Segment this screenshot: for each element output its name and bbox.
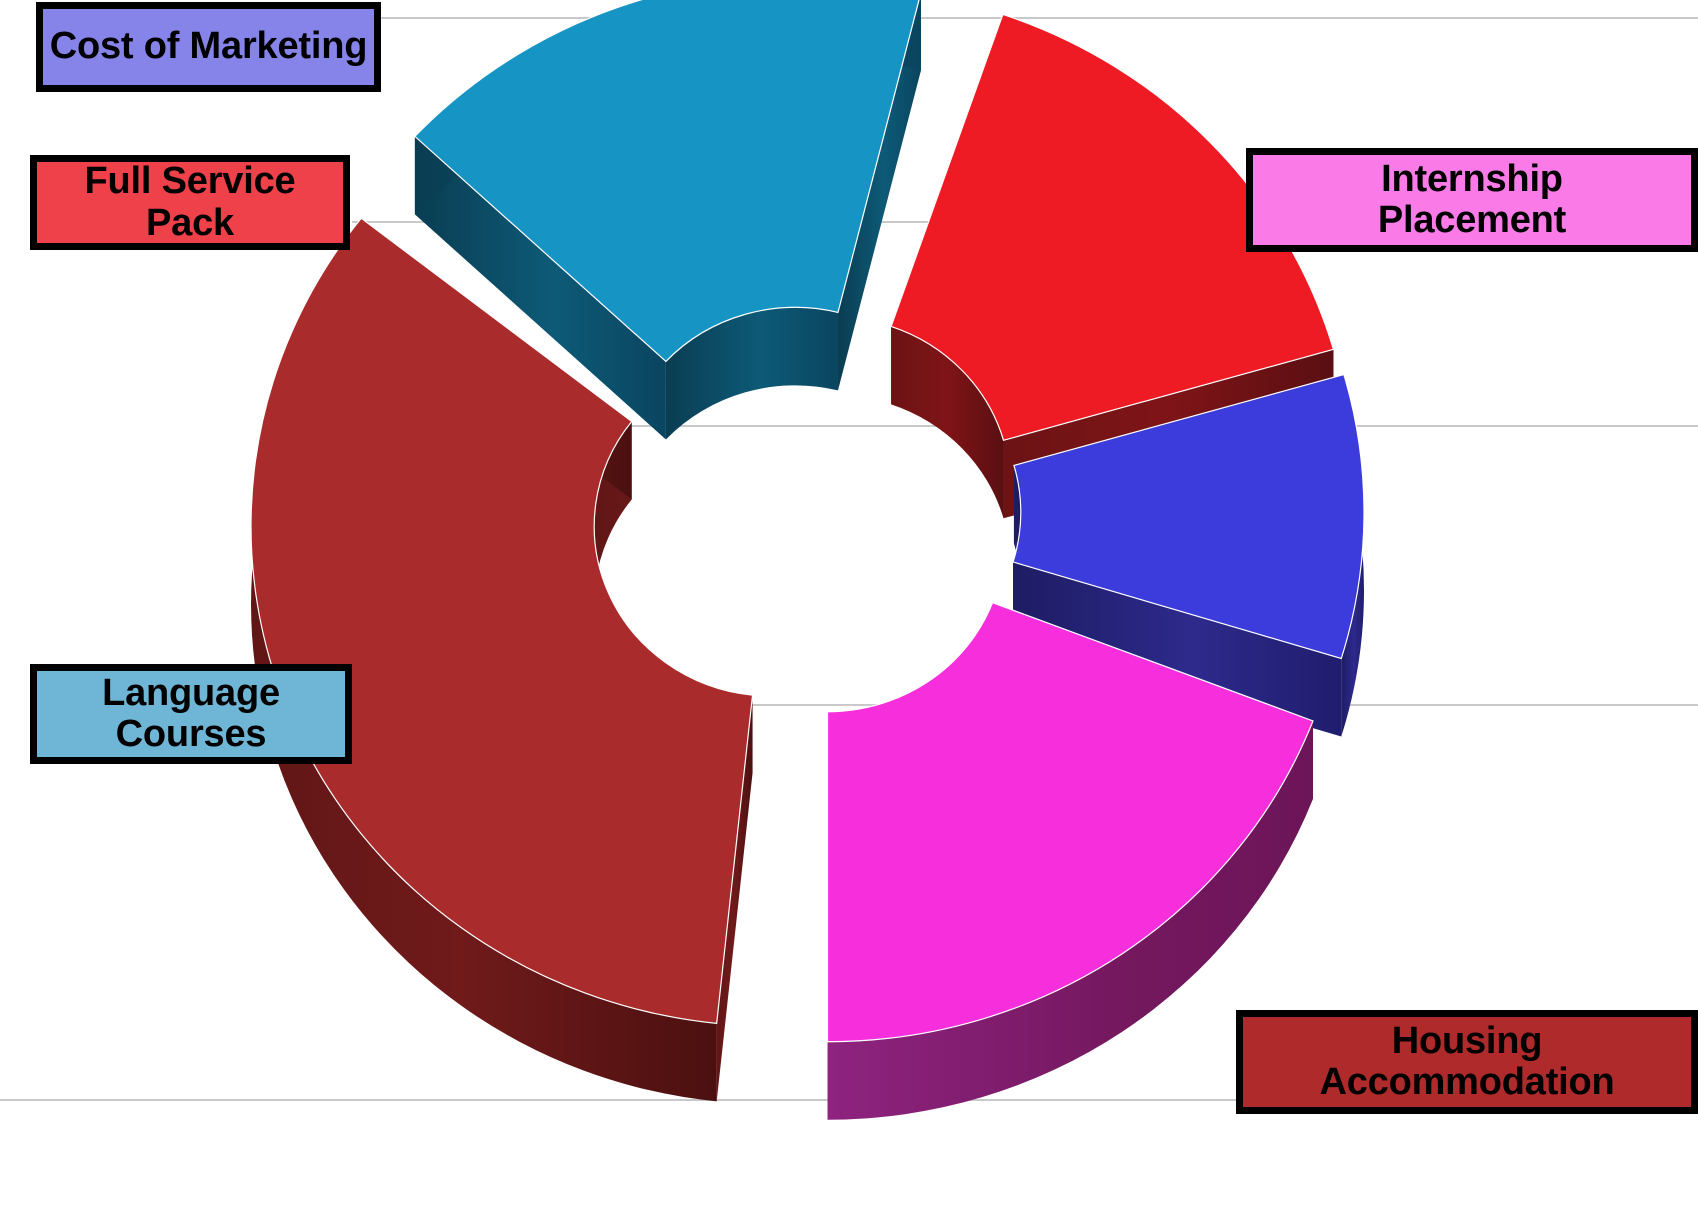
pie-slice-part (891, 326, 1004, 519)
pie-slice-part (837, 0, 922, 391)
pie-slices-group (250, 0, 1365, 1120)
pie-slice-part (414, 0, 920, 363)
slice-label-full-service-pack[interactable]: Full Service Pack (30, 155, 350, 250)
pie-slice-part (827, 720, 1313, 1120)
pie-slice-part (826, 601, 1314, 1043)
pie-slice-part (414, 136, 666, 440)
pie-slice-part (1013, 562, 1342, 737)
pie-slice-part (665, 307, 838, 440)
slice-label-internship-placement[interactable]: Internship Placement (1246, 148, 1698, 252)
pie-slice-part (1012, 373, 1365, 660)
slice-label-language-courses[interactable]: Language Courses (30, 664, 352, 764)
pie-slice-part (251, 218, 717, 1102)
pie-slice-part (716, 695, 753, 1102)
slice-label-housing-accommodation[interactable]: Housing Accommodation (1236, 1010, 1698, 1114)
pie-slice-part (250, 217, 754, 1025)
slice-label-cost-of-marketing[interactable]: Cost of Marketing (36, 2, 381, 92)
pie-slice-part (890, 13, 1335, 442)
